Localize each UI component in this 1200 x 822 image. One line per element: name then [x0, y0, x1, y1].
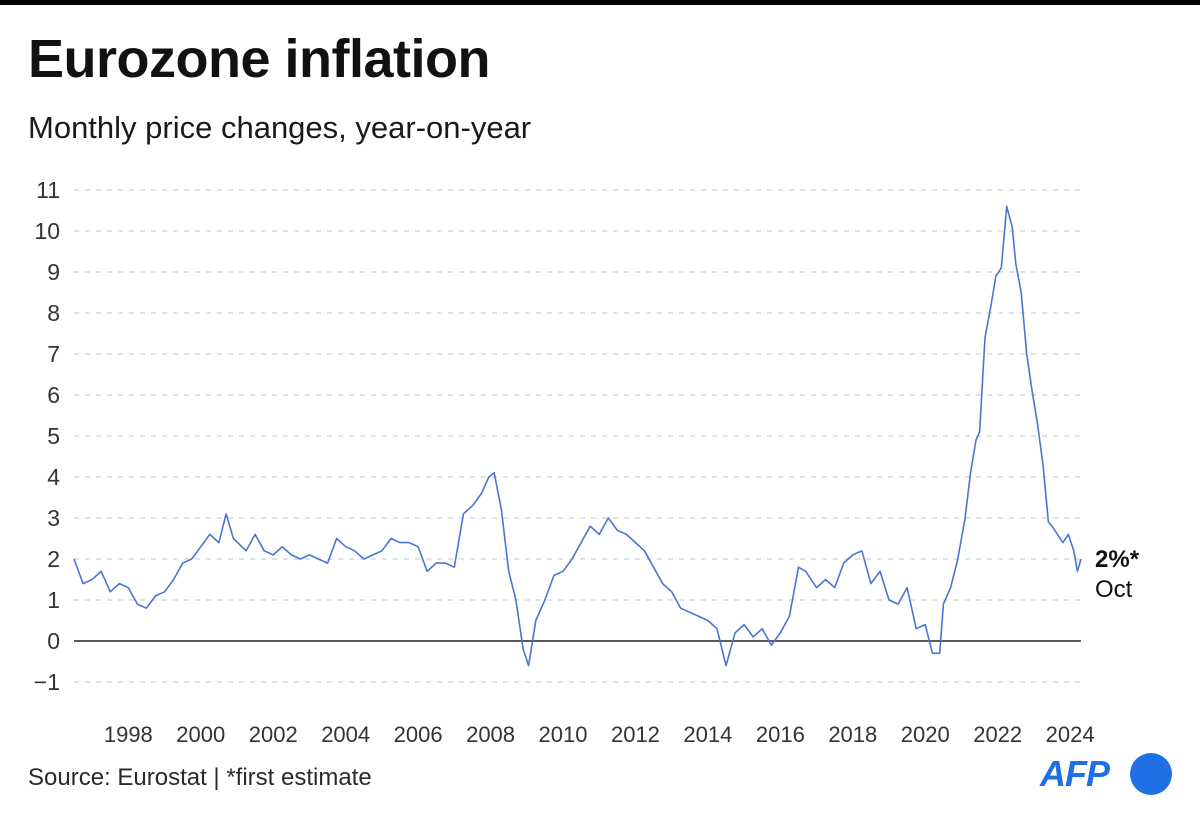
- afp-logo: AFP: [1040, 752, 1175, 796]
- y-tick-label: 0: [47, 628, 60, 654]
- y-tick-label: 4: [47, 464, 60, 490]
- inflation-series-line: [73, 205, 1082, 667]
- x-tick-label: 2024: [1046, 722, 1095, 747]
- x-tick-label: 2014: [683, 722, 732, 747]
- y-tick-label: 1: [47, 587, 60, 613]
- y-tick-label: 10: [34, 218, 60, 244]
- x-tick-label: 1998: [104, 722, 153, 747]
- chart-subtitle: Monthly price changes, year-on-year: [28, 110, 532, 145]
- x-tick-label: 2020: [901, 722, 950, 747]
- top-rule: [0, 0, 1200, 5]
- y-tick-label: 5: [47, 423, 60, 449]
- y-tick-label: 3: [47, 505, 60, 531]
- afp-logo-text: AFP: [1040, 753, 1110, 794]
- y-tick-label: 8: [47, 300, 60, 326]
- y-tick-label: 7: [47, 341, 60, 367]
- x-tick-label: 2012: [611, 722, 660, 747]
- x-tick-label: 2004: [321, 722, 370, 747]
- y-tick-label: 11: [36, 177, 60, 203]
- source-note: Source: Eurostat | *first estimate: [28, 764, 372, 791]
- y-tick-label: −1: [34, 669, 60, 695]
- y-tick-label: 2: [47, 546, 60, 572]
- x-tick-label: 2008: [466, 722, 515, 747]
- x-tick-label: 2006: [394, 722, 443, 747]
- x-tick-label: 2010: [539, 722, 588, 747]
- x-tick-label: 2000: [176, 722, 225, 747]
- x-tick-label: 2002: [249, 722, 298, 747]
- x-tick-label: 2016: [756, 722, 805, 747]
- y-tick-label: 6: [47, 382, 60, 408]
- x-tick-label: 2018: [828, 722, 877, 747]
- x-tick-label: 2022: [973, 722, 1022, 747]
- chart-title: Eurozone inflation: [28, 29, 490, 89]
- last-month-label: Oct: [1095, 576, 1133, 603]
- afp-logo-dot: [1130, 753, 1172, 795]
- y-tick-label: 9: [47, 259, 60, 285]
- last-value-label: 2%*: [1095, 546, 1140, 573]
